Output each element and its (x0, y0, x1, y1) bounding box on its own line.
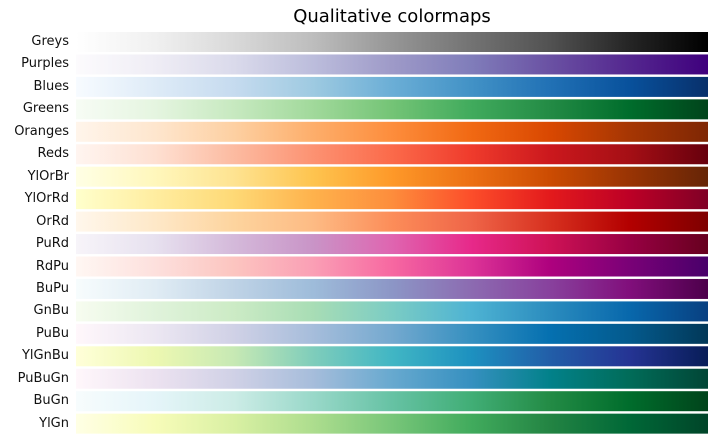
colormap-label-pubugn: PuBuGn (17, 370, 69, 386)
colormap-label-blues: Blues (33, 78, 69, 94)
colormap-strip-purples (76, 54, 708, 75)
colormap-label-gnbu: GnBu (33, 303, 69, 319)
colormap-label-ylgn: YlGn (39, 415, 69, 431)
colormap-strip-greens (76, 99, 708, 120)
colormap-label-purples: Purples (21, 56, 69, 72)
colormap-strip-rdpu (76, 256, 708, 277)
colormap-label-reds: Reds (37, 146, 69, 162)
colormap-label-orrd: OrRd (36, 213, 69, 229)
colormap-label-purd: PuRd (35, 236, 69, 252)
colormap-strip-ylgnbu (76, 346, 708, 367)
colormap-strip-greys (76, 32, 708, 52)
colormap-label-rdpu: RdPu (35, 258, 69, 274)
colormap-strip-purd (76, 234, 708, 255)
chart-title: Qualitative colormaps (293, 6, 491, 27)
colormap-strip-bupu (76, 278, 708, 299)
colormap-strip-ylorbr (76, 166, 708, 187)
colormap-label-ylorbr: YlOrBr (27, 168, 69, 184)
colormap-label-bupu: BuPu (35, 280, 69, 296)
colormap-strip-pubugn (76, 368, 708, 389)
colormap-label-greys: Greys (31, 34, 69, 49)
colormap-label-greens: Greens (22, 101, 69, 117)
colormap-label-ylgnbu: YlGnBu (21, 348, 69, 364)
colormap-strip-ylorrd (76, 189, 708, 210)
colormap-label-pubu: PuBu (35, 325, 69, 341)
colormap-strip-gnbu (76, 301, 708, 322)
colormap-label-ylorrd: YlOrRd (24, 191, 69, 207)
colormap-strip-pubu (76, 323, 708, 344)
colormap-label-bugn: BuGn (33, 393, 69, 409)
colormap-strip-ylgn (76, 413, 708, 434)
colormap-strip-reds (76, 144, 708, 165)
colormap-strip-orrd (76, 211, 708, 232)
colormap-strip-blues (76, 76, 708, 97)
colormap-label-oranges: Oranges (14, 123, 69, 139)
colormap-strip-oranges (76, 121, 708, 142)
colormap-strip-bugn (76, 391, 708, 412)
